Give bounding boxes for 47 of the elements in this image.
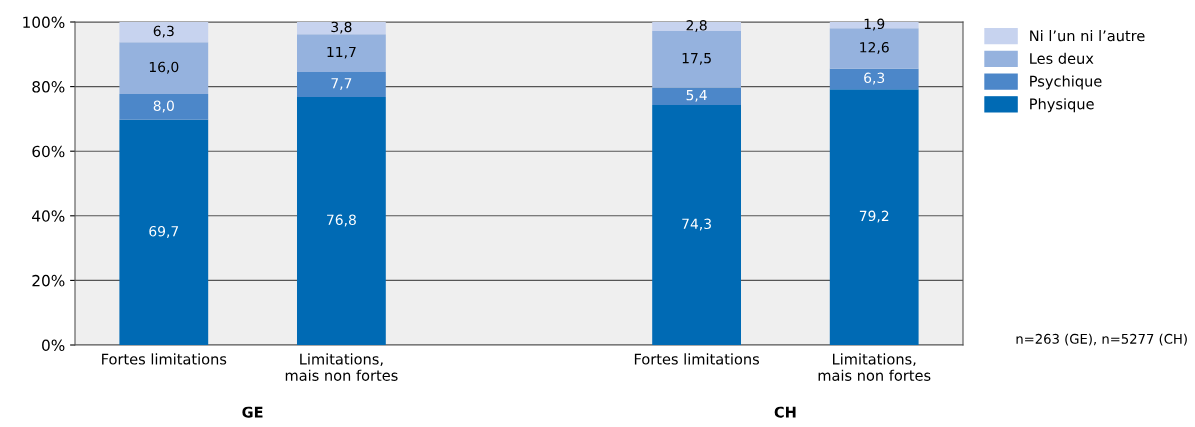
bar xyxy=(297,22,386,35)
bar xyxy=(652,31,741,88)
data-label: 17,5 xyxy=(682,53,711,65)
data-label: 76,8 xyxy=(327,214,356,227)
bar xyxy=(652,22,741,32)
x-tick-label: Fortes limitations xyxy=(634,353,760,365)
data-label: 12,6 xyxy=(860,42,889,54)
bar xyxy=(829,68,919,90)
y-tick-label: 0% xyxy=(42,339,65,352)
data-label: 6,3 xyxy=(153,25,174,38)
bar xyxy=(119,119,209,345)
bar xyxy=(119,94,209,120)
y-tick-label: 80% xyxy=(32,81,65,93)
data-label: 69,7 xyxy=(149,225,179,238)
bar xyxy=(297,96,386,345)
text: n=263 (GE), n=5277 (CH) xyxy=(1016,333,1187,346)
y-tick-label: 100% xyxy=(23,16,65,29)
bar xyxy=(119,42,209,95)
data-label: 1,9 xyxy=(864,18,885,31)
legend-label: Les deux xyxy=(1030,52,1094,64)
data-label: 7,7 xyxy=(331,78,352,90)
bar xyxy=(652,87,741,106)
data-label: 74,3 xyxy=(682,218,711,231)
data-label: 3,8 xyxy=(331,21,352,34)
data-label: 2,8 xyxy=(686,20,707,32)
data-label: 11,7 xyxy=(327,46,356,59)
legend-label: Psychique xyxy=(1030,75,1102,90)
legend-label: Physique xyxy=(1030,98,1094,113)
bar xyxy=(297,72,386,97)
data-label: 6,3 xyxy=(864,72,885,85)
y-tick-label: 40% xyxy=(32,210,65,222)
y-tick-label: 20% xyxy=(32,274,65,287)
bar xyxy=(297,34,386,73)
bar xyxy=(119,22,209,43)
data-label: 16,0 xyxy=(149,61,179,74)
text: CH xyxy=(774,406,796,418)
text: GE xyxy=(242,406,263,418)
legend-label: Ni l’un ni l’autre xyxy=(1030,29,1145,42)
x-tick-label: Limitations, mais non fortes xyxy=(285,353,398,381)
data-label: 5,4 xyxy=(686,90,707,102)
y-tick-label: 60% xyxy=(32,145,65,158)
bar xyxy=(829,89,919,345)
data-label: 79,2 xyxy=(859,210,889,223)
x-tick-label: Fortes limitations xyxy=(102,353,227,365)
data-label: 8,0 xyxy=(153,100,174,113)
bar xyxy=(652,105,741,345)
x-tick-label: Limitations, mais non fortes xyxy=(818,353,931,381)
